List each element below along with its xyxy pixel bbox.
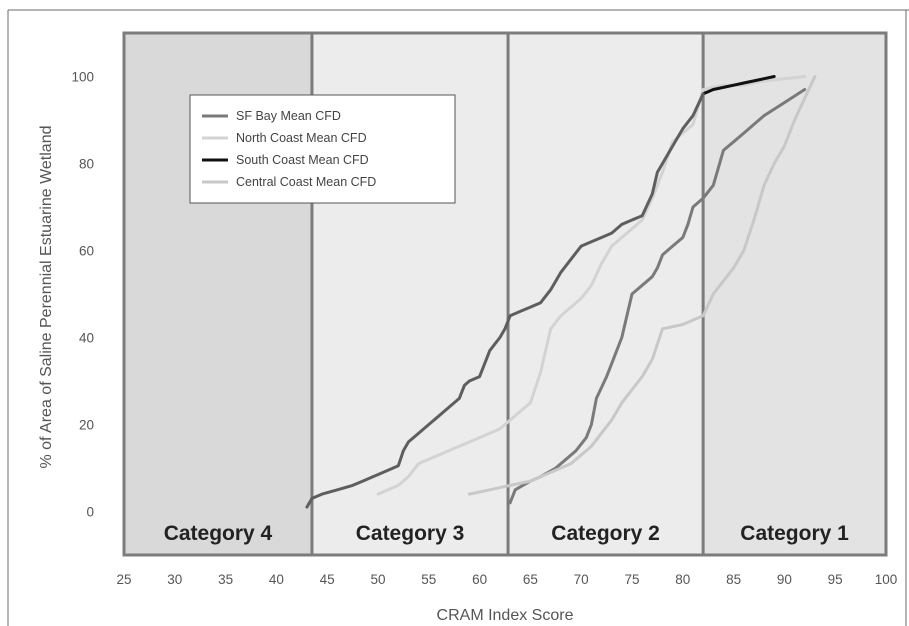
- y-tick-label: 20: [79, 418, 94, 433]
- x-tick-label: 95: [828, 572, 843, 587]
- y-tick-label: 80: [79, 157, 94, 172]
- category-4-label: Category 4: [164, 522, 273, 545]
- x-tick-label: 60: [472, 572, 487, 587]
- sf-bay-mean-cfd-legend-label: SF Bay Mean CFD: [236, 109, 341, 123]
- x-tick-label: 80: [675, 572, 690, 587]
- x-tick-label: 90: [777, 572, 792, 587]
- x-axis-ticks: 25 30 35 40 45 50 55 60 65 70 75 80 85 90 95 100: [116, 572, 897, 587]
- legend: SF Bay Mean CFD North Coast Mean CFD South…: [189, 94, 456, 204]
- x-tick-label: 55: [421, 572, 436, 587]
- y-tick-label: 0: [86, 505, 94, 520]
- x-tick-label: 45: [320, 572, 335, 587]
- x-tick-label: 70: [574, 572, 589, 587]
- category-2-band: [508, 33, 704, 555]
- x-tick-label: 100: [875, 572, 898, 587]
- category-1-band: [703, 33, 886, 555]
- central-coast-mean-cfd-line: [467, 75, 817, 496]
- y-tick-label: 100: [71, 70, 94, 85]
- category-1-label: Category 1: [740, 522, 849, 545]
- legend-items: SF Bay Mean CFD North Coast Mean CFD South…: [202, 109, 376, 189]
- y-tick-label: 60: [79, 244, 94, 259]
- y-axis-label: % of Area of Saline Perennial Estuarine …: [38, 125, 55, 468]
- x-tick-label: 35: [218, 572, 233, 587]
- category-2-label: Category 2: [551, 522, 660, 545]
- south-coast-mean-cfd-line: [701, 75, 776, 96]
- legend-box: [189, 94, 456, 204]
- x-tick-label: 25: [116, 572, 131, 587]
- x-tick-label: 30: [167, 572, 182, 587]
- north-coast-mean-cfd-legend-label: North Coast Mean CFD: [236, 131, 367, 145]
- series-lines: [305, 75, 817, 509]
- y-axis-ticks: 0 20 40 60 80 100: [71, 70, 94, 520]
- x-tick-label: 50: [370, 572, 385, 587]
- unlabeled-series-line: [305, 92, 705, 509]
- x-tick-label: 75: [624, 572, 639, 587]
- x-axis-label: CRAM Index Score: [437, 607, 574, 624]
- x-tick-label: 40: [269, 572, 284, 587]
- y-tick-label: 40: [79, 331, 94, 346]
- x-tick-label: 65: [523, 572, 538, 587]
- central-coast-mean-cfd-legend-label: Central Coast Mean CFD: [236, 175, 376, 189]
- category-labels: Category 4 Category 3 Category 2 Category 1: [164, 522, 849, 545]
- plot-area-border: [122, 31, 888, 557]
- x-tick-label: 85: [726, 572, 741, 587]
- category-3-label: Category 3: [356, 522, 465, 545]
- south-coast-mean-cfd-legend-label: South Coast Mean CFD: [236, 153, 369, 167]
- sf-bay-mean-cfd-line: [508, 88, 807, 505]
